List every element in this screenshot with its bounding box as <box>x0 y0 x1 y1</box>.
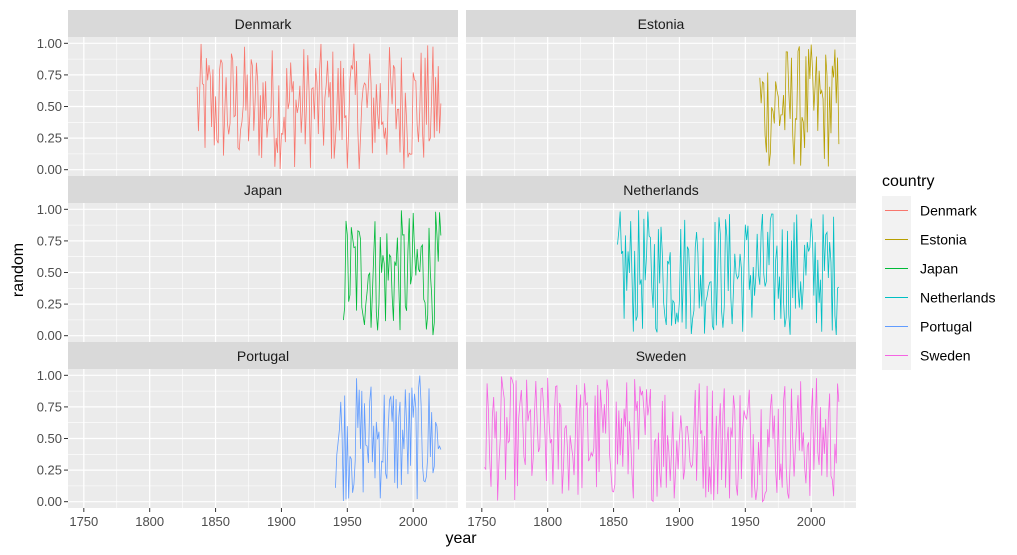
facet-strip-label-sweden: Sweden <box>636 348 687 364</box>
legend-key-background <box>882 196 911 370</box>
facet-panel-portugal: Portugal 0.00 0.25 0.50 0.75 1.00 1750 1800 1850… <box>37 342 458 529</box>
legend-label-estonia: Estonia <box>920 232 967 248</box>
facet-strip-sweden <box>466 342 856 369</box>
y-tick-label: 0.75 <box>37 67 62 82</box>
facet-strip-denmark <box>68 10 458 37</box>
legend-label-denmark: Denmark <box>920 203 978 219</box>
facet-panels: Denmark 0.00 0.25 0.50 0.75 1.00 Estonia Japan 0… <box>37 10 856 529</box>
x-tick-label: 1850 <box>599 514 628 529</box>
series-line-sweden <box>484 376 840 503</box>
facet-panel-netherlands: Netherlands <box>466 176 856 342</box>
facet-strip-japan <box>68 176 458 203</box>
x-tick-label: 1900 <box>267 514 296 529</box>
facet-strip-estonia <box>466 10 856 37</box>
x-tick-label: 1800 <box>135 514 164 529</box>
x-tick-label: 1950 <box>731 514 760 529</box>
y-tick-label: 0.50 <box>37 431 62 446</box>
facet-strip-label-netherlands: Netherlands <box>623 182 699 198</box>
y-tick-label: 0.75 <box>37 399 62 414</box>
legend: country Denmark Estonia Japan Netherlands Po… <box>882 173 996 370</box>
facet-strip-label-denmark: Denmark <box>235 16 293 32</box>
x-tick-label: 1850 <box>201 514 230 529</box>
series-line-estonia <box>759 44 840 167</box>
x-tick-label: 2000 <box>797 514 826 529</box>
series-line-denmark <box>196 43 442 170</box>
legend-title: country <box>882 173 934 190</box>
y-tick-label: 0.75 <box>37 233 62 248</box>
y-tick-label: 0.25 <box>37 297 62 312</box>
y-tick-label: 1.00 <box>37 368 62 383</box>
y-tick-label: 0.50 <box>37 265 62 280</box>
facet-panel-denmark: Denmark 0.00 0.25 0.50 0.75 1.00 <box>37 10 458 177</box>
y-tick-label: 1.00 <box>37 36 62 51</box>
legend-label-japan: Japan <box>920 261 958 277</box>
facet-strip-netherlands <box>466 176 856 203</box>
y-tick-label: 0.00 <box>37 162 62 177</box>
y-tick-label: 1.00 <box>37 202 62 217</box>
x-tick-label: 1900 <box>665 514 694 529</box>
x-tick-label: 1750 <box>69 514 98 529</box>
facet-strip-portugal <box>68 342 458 369</box>
facet-strip-label-japan: Japan <box>244 182 282 198</box>
series-line-portugal <box>335 375 442 502</box>
legend-label-sweden: Sweden <box>920 348 971 364</box>
y-tick-label: 0.25 <box>37 463 62 478</box>
facet-strip-label-estonia: Estonia <box>638 16 685 32</box>
y-tick-label: 0.25 <box>37 131 62 146</box>
x-axis-title: year <box>445 530 477 547</box>
x-tick-label: 1750 <box>467 514 496 529</box>
series-line-netherlands <box>617 210 840 335</box>
y-tick-label: 0.00 <box>37 328 62 343</box>
y-tick-label: 0.50 <box>37 99 62 114</box>
series-line-japan <box>342 210 442 336</box>
facet-strip-label-portugal: Portugal <box>237 348 289 364</box>
y-axis-title: random <box>10 243 27 297</box>
x-tick-label: 1800 <box>533 514 562 529</box>
facet-panel-japan: Japan 0.00 0.25 0.50 0.75 1.00 <box>37 176 458 343</box>
facet-panel-sweden: Sweden 1750 1800 1850 1900 1950 2000 <box>466 342 856 529</box>
x-tick-label: 1950 <box>333 514 362 529</box>
facet-panel-estonia: Estonia <box>466 10 856 176</box>
y-tick-label: 0.00 <box>37 494 62 509</box>
legend-label-portugal: Portugal <box>920 319 972 335</box>
legend-label-netherlands: Netherlands <box>920 290 996 306</box>
x-tick-label: 2000 <box>399 514 428 529</box>
